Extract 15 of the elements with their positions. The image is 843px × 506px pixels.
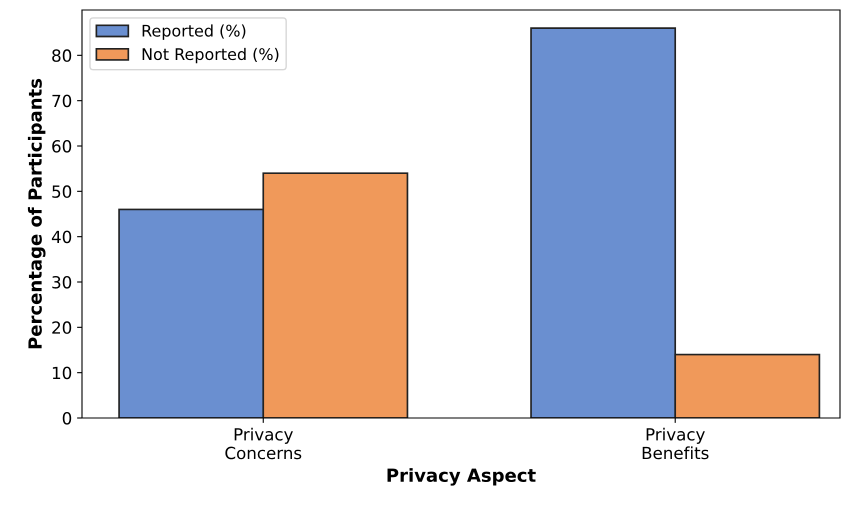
- y-tick-label: 20: [52, 321, 72, 334]
- y-tick-label: 70: [52, 94, 72, 108]
- x-tick-label: Privacy Concerns: [225, 428, 302, 460]
- y-tick-label: 30: [52, 276, 72, 289]
- y-tick-label: 40: [52, 230, 72, 244]
- x-tick-label: Privacy Benefits: [642, 428, 709, 460]
- legend-label: Reported (%): [142, 24, 246, 40]
- y-tick-label: 80: [52, 49, 72, 62]
- y-tick-label: 50: [52, 185, 72, 198]
- y-tick-label: 0: [62, 412, 72, 425]
- y-tick-label: 60: [52, 140, 72, 153]
- y-tick-label: 10: [52, 366, 72, 380]
- legend-label: Not Reported (%): [142, 48, 278, 64]
- y-axis-title: Percentage of Participants: [28, 78, 46, 348]
- x-axis-title: Privacy Aspect: [388, 468, 536, 486]
